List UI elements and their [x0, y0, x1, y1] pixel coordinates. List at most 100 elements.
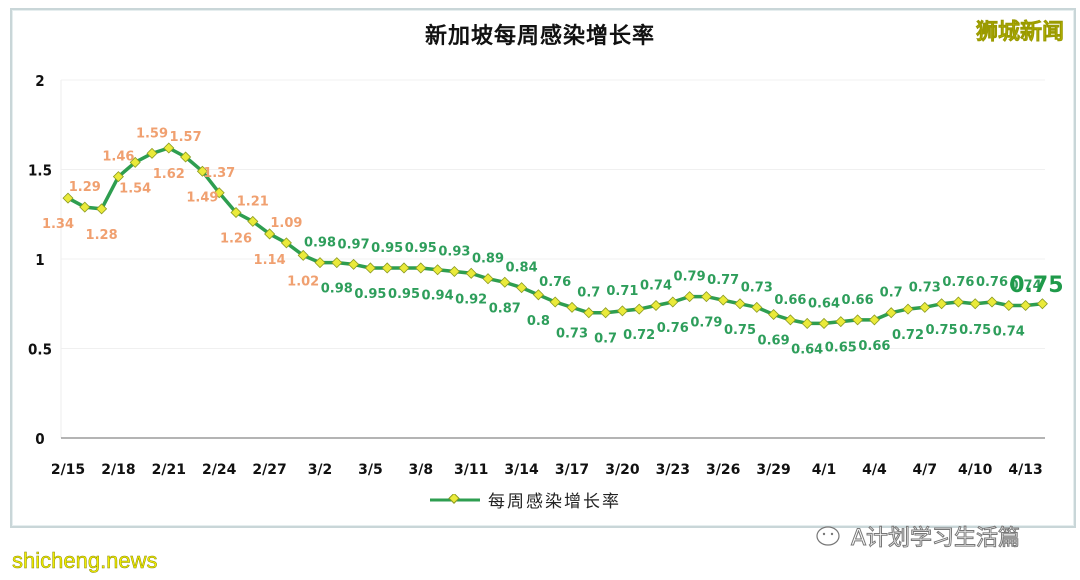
data-point-marker: [432, 264, 444, 276]
x-tick-label: 3/26: [706, 462, 740, 478]
data-label: 1.14: [254, 253, 286, 268]
data-label: 1.34: [42, 217, 74, 232]
data-label: 1.26: [220, 231, 252, 246]
chart-frame: [10, 8, 1076, 528]
data-point-marker: [482, 273, 494, 285]
data-label: 1.02: [287, 274, 319, 289]
data-point-marker: [835, 316, 847, 328]
brand-logo-text: 狮城新闻: [975, 20, 1065, 46]
data-labels: 1.34 1.29 1.28 1.46 1.54 1.59 1.62 1.57 1.49 1.37…: [42, 126, 1064, 357]
data-label: 1.62: [153, 167, 185, 182]
data-label: 0.79: [690, 316, 722, 331]
data-point-marker: [600, 307, 612, 319]
gridlines: [60, 79, 1045, 439]
data-point-marker: [348, 258, 360, 270]
data-point-marker: [62, 192, 74, 204]
watermark-account-text: A计划学习生活篇: [850, 526, 1021, 552]
data-point-marker: [280, 237, 292, 249]
x-tick-label: 2/21: [152, 462, 186, 478]
x-tick-label: 2/27: [252, 462, 286, 478]
data-label: 0.65: [825, 341, 857, 356]
data-point-marker: [415, 262, 427, 274]
legend: 每周感染增长率: [430, 487, 621, 512]
chart-title: 新加坡每周感染增长率: [424, 24, 655, 49]
data-label: 0.95: [388, 287, 420, 302]
data-point-marker: [297, 249, 309, 261]
x-tick-label: 3/2: [308, 462, 333, 478]
data-point-marker: [784, 314, 796, 326]
data-label: 1.49: [186, 190, 218, 205]
data-point-marker: [499, 276, 511, 288]
data-label: 1.37: [203, 166, 235, 181]
data-point-marker: [616, 305, 628, 317]
data-point-marker: [650, 300, 662, 312]
legend-swatch-icon: [430, 493, 480, 504]
data-label: 0.66: [842, 293, 874, 308]
data-point-marker: [129, 156, 141, 168]
data-label: 0.98: [304, 236, 336, 251]
x-tick-label: 3/8: [408, 462, 433, 478]
data-label: 0.75: [724, 323, 756, 338]
data-point-marker: [818, 317, 830, 329]
data-point-marker: [381, 262, 393, 274]
data-label: 0.95: [354, 287, 386, 302]
data-label: 0.69: [758, 333, 790, 348]
data-point-marker: [952, 296, 964, 308]
data-label: 0.94: [422, 289, 454, 304]
data-point-marker: [180, 151, 192, 163]
watermark-site: shicheng.news: [12, 548, 158, 574]
data-point-marker: [566, 301, 578, 313]
data-point-marker: [96, 203, 108, 215]
x-tick-label: 3/11: [454, 462, 488, 478]
data-label: 0.76: [539, 275, 571, 290]
data-label: 0.66: [858, 339, 890, 354]
y-axis-ticks: 0 0.5 1 1.5 2: [28, 72, 52, 448]
data-label-latest: 0.75: [1009, 273, 1063, 298]
data-label: 0.8: [527, 314, 550, 329]
data-label: 0.79: [674, 270, 706, 285]
data-label: 0.95: [405, 241, 437, 256]
data-point-marker: [213, 187, 225, 199]
legend-label: 每周感染增长率: [488, 492, 621, 512]
data-point-marker: [700, 291, 712, 303]
data-point-marker: [868, 314, 880, 326]
data-point-marker: [969, 298, 981, 310]
y-tick-label: 0.5: [28, 341, 52, 359]
data-label: 0.75: [959, 323, 991, 338]
data-point-marker: [919, 301, 931, 313]
data-point-marker: [364, 262, 376, 274]
data-point-marker: [684, 291, 696, 303]
data-label: 0.7: [594, 332, 617, 347]
data-label: 0.87: [489, 301, 521, 316]
data-point-marker: [163, 142, 175, 154]
data-label: 1.59: [136, 126, 168, 141]
x-tick-label: 3/23: [656, 462, 690, 478]
data-point-marker: [801, 317, 813, 329]
data-point-marker: [516, 282, 528, 294]
data-label: 0.76: [942, 275, 974, 290]
data-label: 0.93: [438, 245, 470, 260]
data-label: 0.7: [880, 286, 903, 301]
data-label: 0.72: [892, 328, 924, 343]
data-point-marker: [465, 267, 477, 279]
data-label: 0.74: [640, 279, 672, 294]
data-label: 0.77: [707, 273, 739, 288]
data-point-marker: [196, 165, 208, 177]
data-point-marker: [734, 298, 746, 310]
data-label: 0.76: [657, 321, 689, 336]
x-tick-label: 2/24: [202, 462, 237, 478]
x-tick-label: 3/14: [504, 462, 539, 478]
series-markers: [62, 142, 1048, 329]
data-label: 0.92: [455, 292, 487, 307]
data-label: 0.73: [556, 326, 588, 341]
x-tick-label: 3/29: [756, 462, 790, 478]
data-point-marker: [146, 147, 158, 159]
data-label: 0.76: [976, 275, 1008, 290]
x-axis-ticks: 2/15 2/18 2/21 2/24 2/27 3/2 3/5 3/8 3/11 3/14 3/1…: [51, 462, 1043, 478]
data-point-marker: [398, 262, 410, 274]
wechat-icon: [816, 526, 840, 546]
data-label: 1.54: [119, 181, 151, 196]
data-point-marker: [768, 308, 780, 321]
data-label: 1.09: [270, 216, 302, 231]
